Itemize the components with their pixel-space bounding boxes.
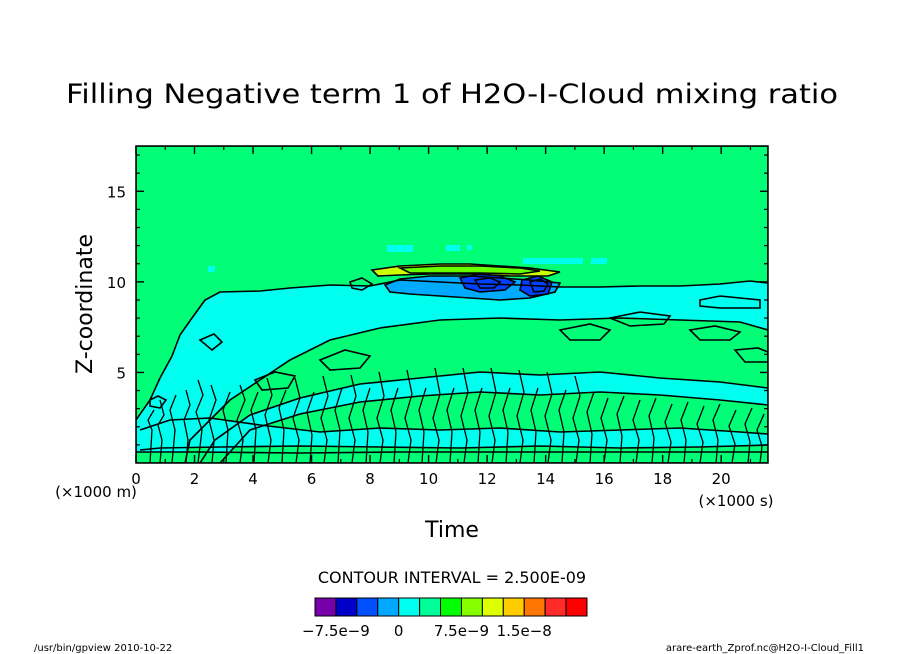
colorbar-swatch xyxy=(481,597,504,617)
colorbar-swatch xyxy=(419,597,442,617)
interior-cyan-strip-1 xyxy=(200,372,768,463)
plot-frame xyxy=(135,145,769,464)
y-tick-label: 15 xyxy=(107,183,126,201)
upper-patch-5 xyxy=(591,258,607,264)
x-axis: 0 2 4 6 8 10 12 14 16 18 20 xyxy=(131,146,752,488)
colorbar-swatch xyxy=(398,597,421,617)
x-tick-label: 4 xyxy=(248,470,258,488)
y-tick-label: 10 xyxy=(107,274,126,292)
footer-right: arare-earth_Zprof.nc@H2O-I-Cloud_Fill1 xyxy=(666,643,864,654)
colorbar-labels: −7.5e−9 0 7.5e−9 1.5e−8 xyxy=(302,622,552,640)
x-tick-label: 6 xyxy=(307,470,317,488)
colorbar xyxy=(314,597,588,617)
upper-patch-4 xyxy=(523,258,583,264)
x-tick-label: 0 xyxy=(131,470,141,488)
colorbar-swatch xyxy=(523,597,546,617)
colorbar-swatch xyxy=(565,597,588,617)
colorbar-tick-label: 1.5e−8 xyxy=(497,622,552,640)
y-axis: 5 10 15 xyxy=(107,154,768,446)
x-tick-label: 20 xyxy=(712,470,731,488)
y-unit-label: (×1000 m) xyxy=(55,483,137,501)
colorbar-swatch xyxy=(544,597,567,617)
y-tick-label: 5 xyxy=(116,364,126,382)
x-axis-label: Time xyxy=(424,518,479,543)
colorbar-swatch xyxy=(502,597,525,617)
upper-patch-1 xyxy=(387,245,413,252)
colorbar-swatch xyxy=(356,597,379,617)
x-tick-label: 16 xyxy=(595,470,614,488)
x-tick-label: 14 xyxy=(536,470,555,488)
upper-patch-6 xyxy=(208,266,215,272)
x-unit-label: (×1000 s) xyxy=(698,492,773,510)
plot-area xyxy=(136,146,768,463)
x-tick-label: 2 xyxy=(190,470,200,488)
contour-interval: CONTOUR INTERVAL = 2.500E-09 xyxy=(318,568,586,587)
x-tick-label: 10 xyxy=(419,470,438,488)
upper-patch-2 xyxy=(446,245,460,251)
colorbar-tick-label: 0 xyxy=(394,622,404,640)
x-tick-label: 8 xyxy=(365,470,375,488)
chart-title: Filling Negative term 1 of H2O-I-Cloud m… xyxy=(66,79,838,110)
x-tick-label: 12 xyxy=(478,470,497,488)
colorbar-swatch xyxy=(440,597,462,617)
lower-green-band xyxy=(136,452,768,463)
y-axis-label: Z-coordinate xyxy=(73,234,98,374)
colorbar-swatch xyxy=(377,597,400,617)
colorbar-swatch xyxy=(314,597,337,617)
colorbar-tick-label: 7.5e−9 xyxy=(434,622,489,640)
colorbar-swatch xyxy=(335,597,358,617)
colorbar-swatch xyxy=(460,597,483,617)
x-tick-label: 18 xyxy=(653,470,672,488)
upper-patch-3 xyxy=(467,245,472,250)
colorbar-tick-label: −7.5e−9 xyxy=(302,622,370,640)
footer-left: /usr/bin/gpview 2010-10-22 xyxy=(34,643,172,654)
interior-cyan-strip-2 xyxy=(140,418,768,450)
turbulent-contours xyxy=(147,367,765,463)
